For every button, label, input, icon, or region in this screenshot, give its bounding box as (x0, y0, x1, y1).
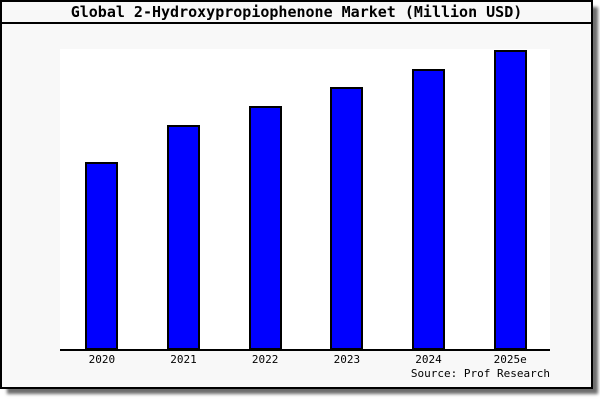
bar-2023 (330, 87, 364, 350)
plot-area (60, 49, 550, 350)
bar-2021 (167, 125, 200, 350)
chart-title: Global 2-Hydroxypropiophenone Market (Mi… (70, 3, 523, 21)
source-credit: Source: Prof Research (410, 367, 550, 380)
bar-2020 (85, 162, 119, 350)
x-tick-label-2021: 2021 (170, 353, 197, 366)
bar-2025e (493, 50, 527, 350)
title-bar: Global 2-Hydroxypropiophenone Market (Mi… (2, 2, 591, 24)
x-tick-label-2024: 2024 (415, 353, 442, 366)
x-tick-label-2020: 2020 (88, 353, 116, 366)
bar-2024 (412, 69, 445, 350)
x-tick-label-2023: 2023 (333, 353, 361, 366)
bar-2022 (248, 106, 282, 350)
chart-frame: Global 2-Hydroxypropiophenone Market (Mi… (0, 0, 593, 389)
x-tick-label-2022: 2022 (251, 353, 279, 366)
x-tick-label-2025e: 2025e (493, 353, 527, 366)
x-axis-line (60, 349, 550, 351)
